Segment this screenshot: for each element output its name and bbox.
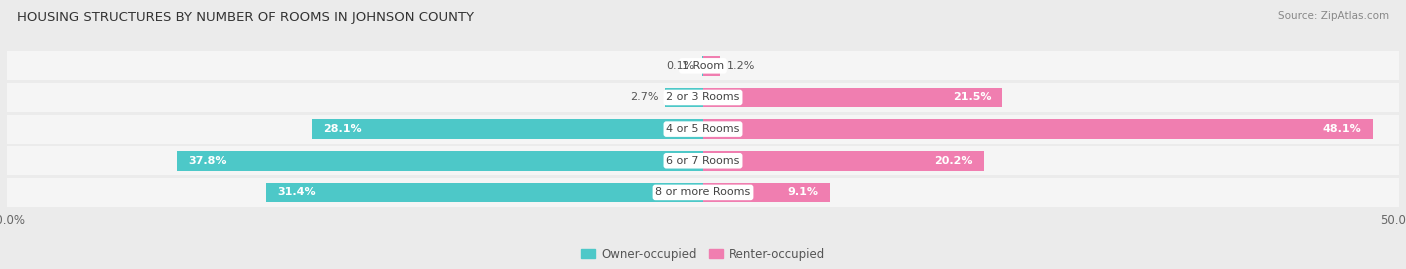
Bar: [703, 151, 984, 171]
Text: 21.5%: 21.5%: [953, 93, 991, 102]
Text: 20.2%: 20.2%: [935, 156, 973, 166]
Bar: [266, 183, 703, 202]
Legend: Owner-occupied, Renter-occupied: Owner-occupied, Renter-occupied: [576, 243, 830, 265]
Bar: [7, 51, 1399, 80]
Text: 2.7%: 2.7%: [630, 93, 658, 102]
Text: 2 or 3 Rooms: 2 or 3 Rooms: [666, 93, 740, 102]
Text: 1.2%: 1.2%: [727, 61, 755, 71]
Bar: [703, 119, 1372, 139]
Bar: [703, 183, 830, 202]
Bar: [7, 83, 1399, 112]
Text: 8 or more Rooms: 8 or more Rooms: [655, 187, 751, 197]
Text: 48.1%: 48.1%: [1323, 124, 1361, 134]
Text: 1 Room: 1 Room: [682, 61, 724, 71]
Bar: [665, 88, 703, 107]
Text: HOUSING STRUCTURES BY NUMBER OF ROOMS IN JOHNSON COUNTY: HOUSING STRUCTURES BY NUMBER OF ROOMS IN…: [17, 11, 474, 24]
Bar: [7, 146, 1399, 175]
Bar: [703, 88, 1002, 107]
Bar: [7, 115, 1399, 144]
Text: 6 or 7 Rooms: 6 or 7 Rooms: [666, 156, 740, 166]
Bar: [312, 119, 703, 139]
Text: 28.1%: 28.1%: [323, 124, 361, 134]
Text: 9.1%: 9.1%: [787, 187, 818, 197]
Text: 4 or 5 Rooms: 4 or 5 Rooms: [666, 124, 740, 134]
Text: 37.8%: 37.8%: [188, 156, 226, 166]
Bar: [177, 151, 703, 171]
Bar: [7, 178, 1399, 207]
Text: Source: ZipAtlas.com: Source: ZipAtlas.com: [1278, 11, 1389, 21]
Bar: [703, 56, 720, 76]
Text: 0.1%: 0.1%: [666, 61, 695, 71]
Text: 31.4%: 31.4%: [277, 187, 316, 197]
